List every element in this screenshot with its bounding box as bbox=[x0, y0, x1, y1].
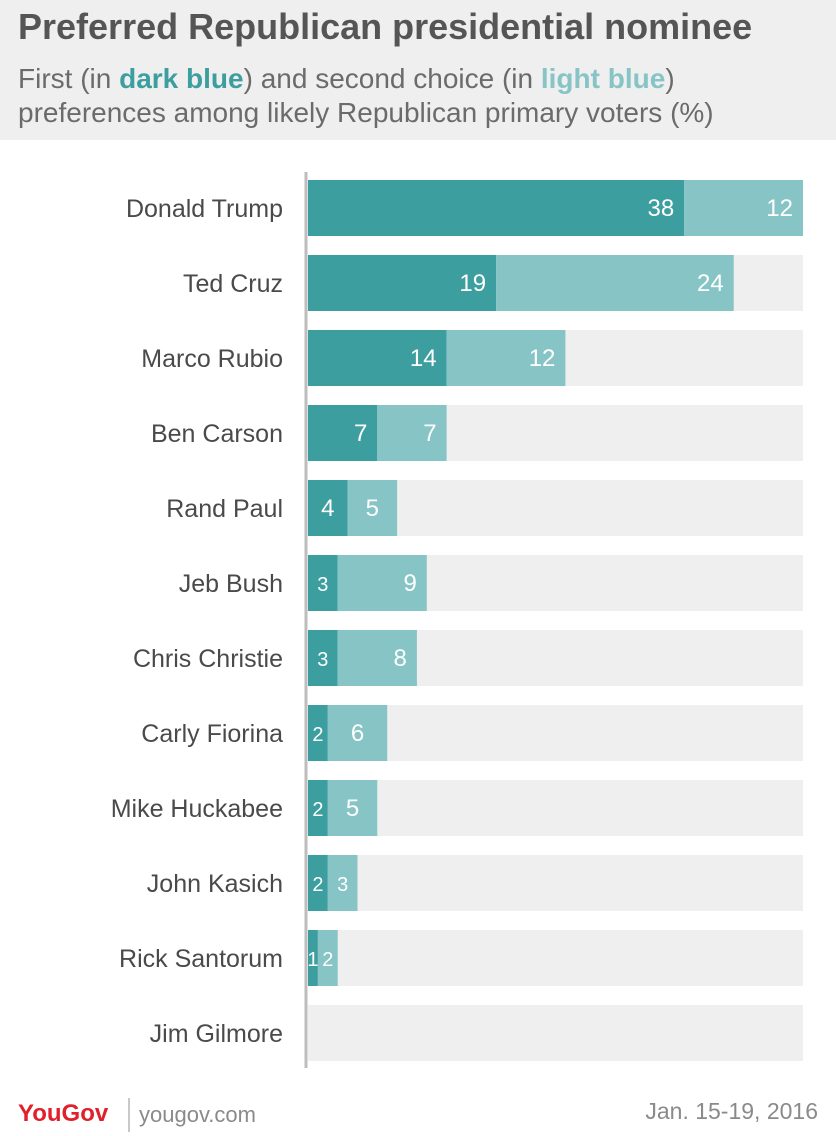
data-label: 2 bbox=[312, 724, 323, 746]
bar-first-choice bbox=[308, 255, 497, 311]
bar-second-choice bbox=[496, 255, 734, 311]
footer-divider bbox=[128, 1098, 130, 1132]
bar-first-choice bbox=[308, 930, 318, 986]
bar-first-choice bbox=[308, 855, 328, 911]
data-label: 12 bbox=[529, 345, 556, 372]
data-label: 38 bbox=[647, 195, 674, 222]
data-label: 2 bbox=[322, 949, 333, 971]
bar-track bbox=[308, 1005, 803, 1061]
category-label: Marco Rubio bbox=[141, 345, 283, 373]
bar-track bbox=[308, 855, 803, 911]
category-label: Jeb Bush bbox=[179, 570, 283, 598]
bar-track bbox=[308, 705, 803, 761]
bar-second-choice bbox=[377, 405, 447, 461]
bar-first-choice bbox=[308, 705, 328, 761]
category-label: Ted Cruz bbox=[183, 270, 283, 298]
category-label: Jim Gilmore bbox=[150, 1020, 283, 1048]
data-label: 7 bbox=[423, 420, 436, 447]
subtitle-text-3: ) preferences among likely Republican pr… bbox=[18, 63, 714, 128]
data-label: 3 bbox=[317, 574, 328, 596]
data-label: 2 bbox=[312, 799, 323, 821]
bar-second-choice bbox=[327, 705, 388, 761]
bar-second-choice bbox=[327, 855, 358, 911]
bar-first-choice bbox=[308, 555, 338, 611]
category-label: Rick Santorum bbox=[119, 945, 283, 973]
bar-second-choice bbox=[684, 180, 803, 236]
data-label: 7 bbox=[354, 420, 367, 447]
data-label: 8 bbox=[394, 645, 407, 672]
header-band: Preferred Republican presidential nomine… bbox=[0, 0, 836, 140]
bar-track bbox=[308, 780, 803, 836]
data-label: 14 bbox=[410, 345, 437, 372]
bar-second-choice bbox=[347, 480, 398, 536]
bar-first-choice bbox=[308, 405, 378, 461]
data-label: 24 bbox=[697, 270, 724, 297]
category-label: John Kasich bbox=[147, 870, 283, 898]
bar-first-choice bbox=[308, 780, 328, 836]
category-label: Donald Trump bbox=[126, 195, 283, 223]
data-label: 5 bbox=[346, 795, 359, 822]
data-label: 19 bbox=[459, 270, 486, 297]
category-label: Rand Paul bbox=[166, 495, 283, 523]
data-label: 6 bbox=[351, 720, 364, 747]
bar-second-choice bbox=[337, 630, 417, 686]
category-label: Chris Christie bbox=[133, 645, 283, 673]
yougov-logo: YouGov bbox=[18, 1100, 109, 1127]
subtitle-text-1: First (in bbox=[18, 63, 120, 94]
data-label: 4 bbox=[321, 495, 334, 522]
category-label: Mike Huckabee bbox=[111, 795, 283, 823]
bar-first-choice bbox=[308, 630, 338, 686]
subtitle-dark-blue: dark blue bbox=[119, 63, 244, 94]
footer-date: Jan. 15-19, 2016 bbox=[645, 1098, 818, 1124]
bar-second-choice bbox=[317, 930, 338, 986]
bar-second-choice bbox=[446, 330, 566, 386]
category-label: Ben Carson bbox=[151, 420, 283, 448]
data-label: 12 bbox=[766, 195, 793, 222]
category-label: Carly Fiorina bbox=[141, 720, 283, 748]
chart-title: Preferred Republican presidential nomine… bbox=[18, 6, 753, 47]
bar-second-choice bbox=[327, 780, 378, 836]
bar-first-choice bbox=[308, 480, 348, 536]
data-label: 1 bbox=[307, 949, 318, 971]
subtitle-text-2: ) and second choice (in bbox=[243, 63, 541, 94]
data-label: 3 bbox=[337, 874, 348, 896]
data-label: 2 bbox=[312, 874, 323, 896]
footer-url: yougov.com bbox=[139, 1102, 256, 1127]
bar-first-choice bbox=[308, 180, 685, 236]
data-label: 3 bbox=[317, 649, 328, 671]
data-label: 9 bbox=[403, 570, 416, 597]
bar-second-choice bbox=[337, 555, 427, 611]
bar-track bbox=[308, 930, 803, 986]
data-label: 5 bbox=[366, 495, 379, 522]
chart-subtitle: First (in dark blue) and second choice (… bbox=[18, 62, 828, 130]
subtitle-light-blue: light blue bbox=[540, 63, 666, 94]
bar-first-choice bbox=[308, 330, 447, 386]
